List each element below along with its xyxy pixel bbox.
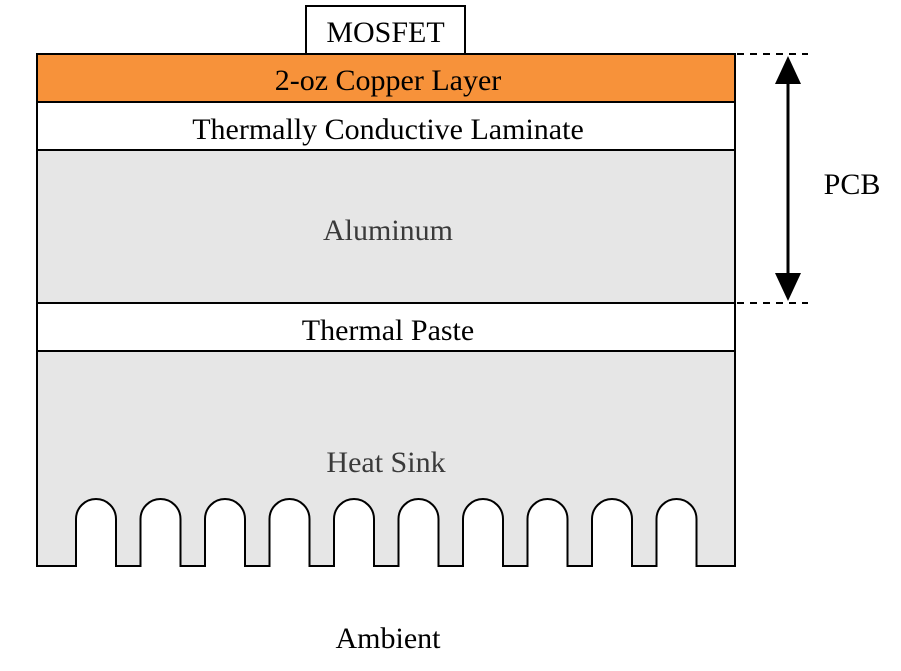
ambient-label: Ambient <box>336 622 442 655</box>
pcb-arrow-up-icon <box>775 56 801 84</box>
copper-layer <box>36 53 736 103</box>
mosfet-label: MOSFET <box>326 16 444 49</box>
heat-sink-label: Heat Sink <box>326 446 445 479</box>
heat-sink <box>36 350 736 567</box>
thermal-paste-label: Thermal Paste <box>302 314 474 347</box>
copper-layer-label: 2-oz Copper Layer <box>275 64 502 97</box>
aluminum-layer-label: Aluminum <box>323 214 453 247</box>
laminate-layer-label: Thermally Conductive Laminate <box>192 113 584 146</box>
pcb-arrow-down-icon <box>775 273 801 301</box>
aluminum-layer <box>36 149 736 304</box>
mosfet-box <box>305 5 466 55</box>
pcb-label: PCB <box>824 168 881 201</box>
